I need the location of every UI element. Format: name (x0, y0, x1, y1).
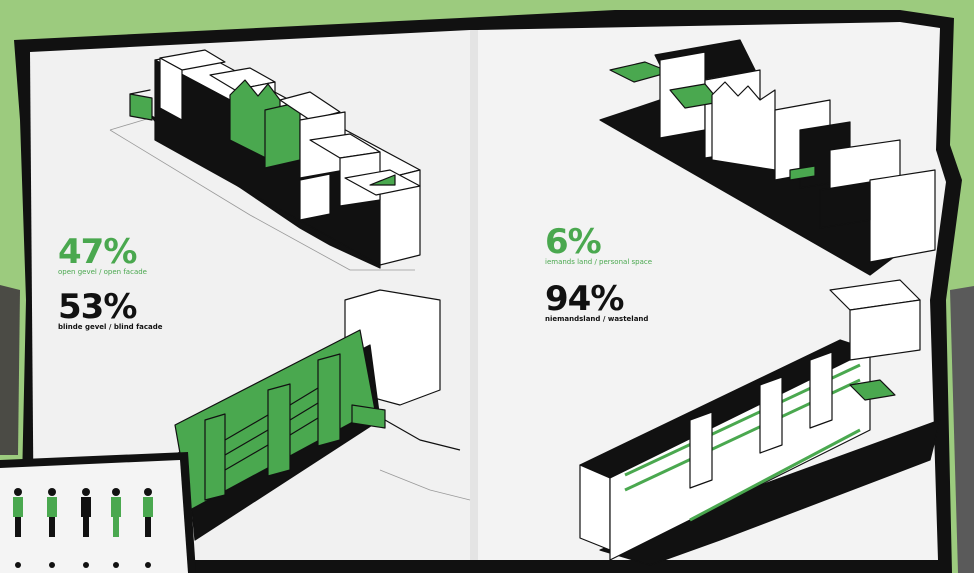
stat-blind-facade-caption: blinde gevel / blind facade (58, 323, 163, 331)
figures-card (0, 452, 196, 573)
stat-personal-space-percent: 6% (545, 222, 602, 262)
stat-open-facade-percent: 47% (58, 232, 137, 272)
stat-open-facade-caption: open gevel / open facade (58, 268, 147, 276)
photo-strip-left (0, 285, 20, 455)
stat-blind-facade: 53% blinde gevel / blind facade (58, 290, 163, 332)
silhouette-figures (13, 488, 153, 568)
stat-personal-space: 6% iemands land / personal space (545, 225, 652, 267)
stat-open-facade: 47% open gevel / open facade (58, 235, 147, 277)
stat-personal-space-caption: iemands land / personal space (545, 258, 653, 266)
left-top-building-drawing (109, 49, 421, 271)
right-top-building-drawing (599, 39, 936, 276)
stat-wasteland-caption: niemandsland / wasteland (545, 315, 649, 323)
page-gutter (470, 30, 478, 560)
left-bottom-facade-drawing (59, 289, 471, 546)
stat-wasteland-percent: 94% (545, 279, 624, 319)
stat-wasteland: 94% niemandsland / wasteland (545, 282, 648, 324)
photo-strip-right (950, 286, 974, 573)
right-bottom-building-drawing (579, 279, 941, 566)
stat-blind-facade-percent: 53% (58, 287, 137, 327)
